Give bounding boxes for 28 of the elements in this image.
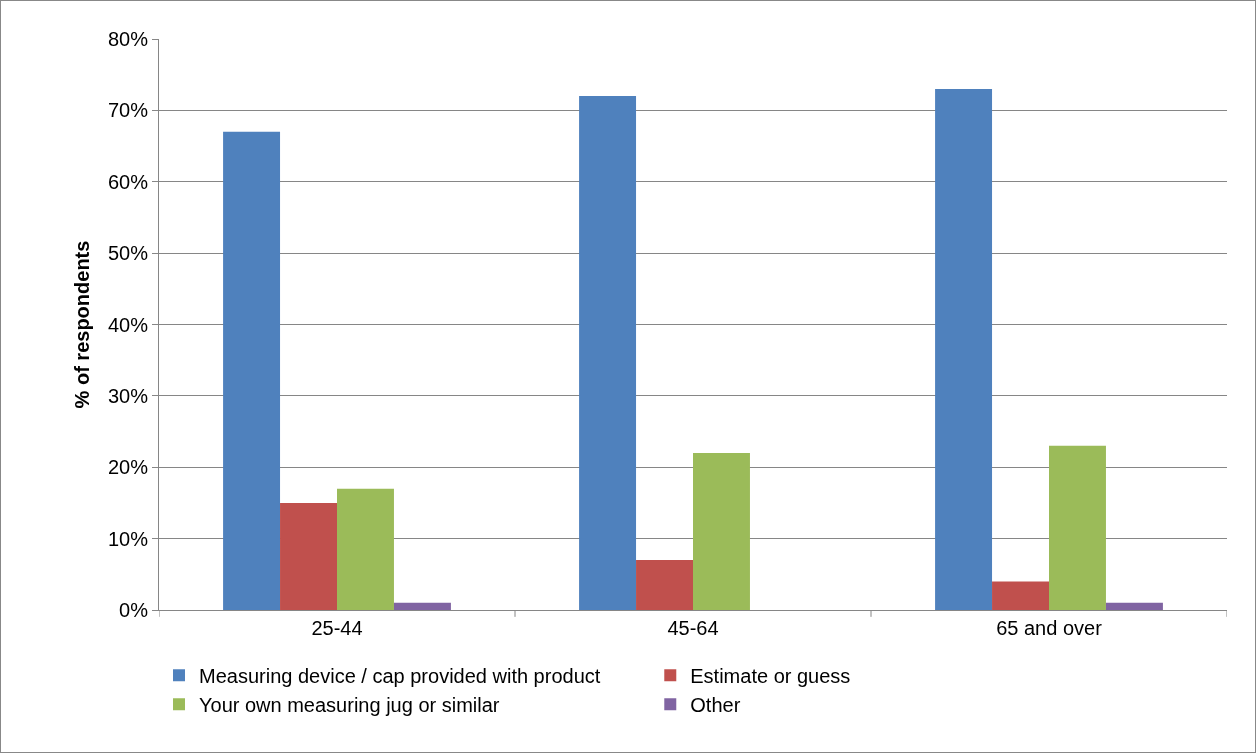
y-tick-label: 50%	[107, 242, 149, 265]
bar	[992, 581, 1049, 610]
bar	[1049, 445, 1106, 610]
legend-label: Other	[690, 693, 741, 716]
bar	[337, 488, 394, 610]
bar	[1105, 602, 1163, 610]
bar	[223, 131, 281, 610]
bar	[280, 502, 337, 610]
x-tick-label: 25-44	[311, 617, 363, 639]
legend-label: Estimate or guess	[690, 664, 851, 687]
y-tick-label: 80%	[107, 28, 149, 50]
y-tick-label: 40%	[107, 313, 149, 336]
y-tick-label: 0%	[119, 599, 149, 621]
legend-label: Measuring device / cap provided with product	[199, 664, 601, 687]
bar	[579, 96, 637, 610]
bar	[935, 88, 993, 610]
y-tick-label: 20%	[107, 456, 149, 479]
bar	[693, 452, 750, 610]
x-tick-label: 45-64	[667, 617, 719, 639]
y-tick-label: 70%	[107, 99, 149, 122]
y-axis-title: % of respondents	[71, 240, 94, 409]
y-tick-label: 10%	[107, 527, 149, 550]
x-tick-label: 65 and over	[996, 617, 1103, 639]
y-tick-label: 60%	[107, 170, 149, 193]
bar	[393, 602, 451, 610]
legend-label: Your own measuring jug or similar	[199, 693, 500, 716]
y-tick-label: 30%	[107, 384, 149, 407]
bar	[636, 560, 693, 610]
